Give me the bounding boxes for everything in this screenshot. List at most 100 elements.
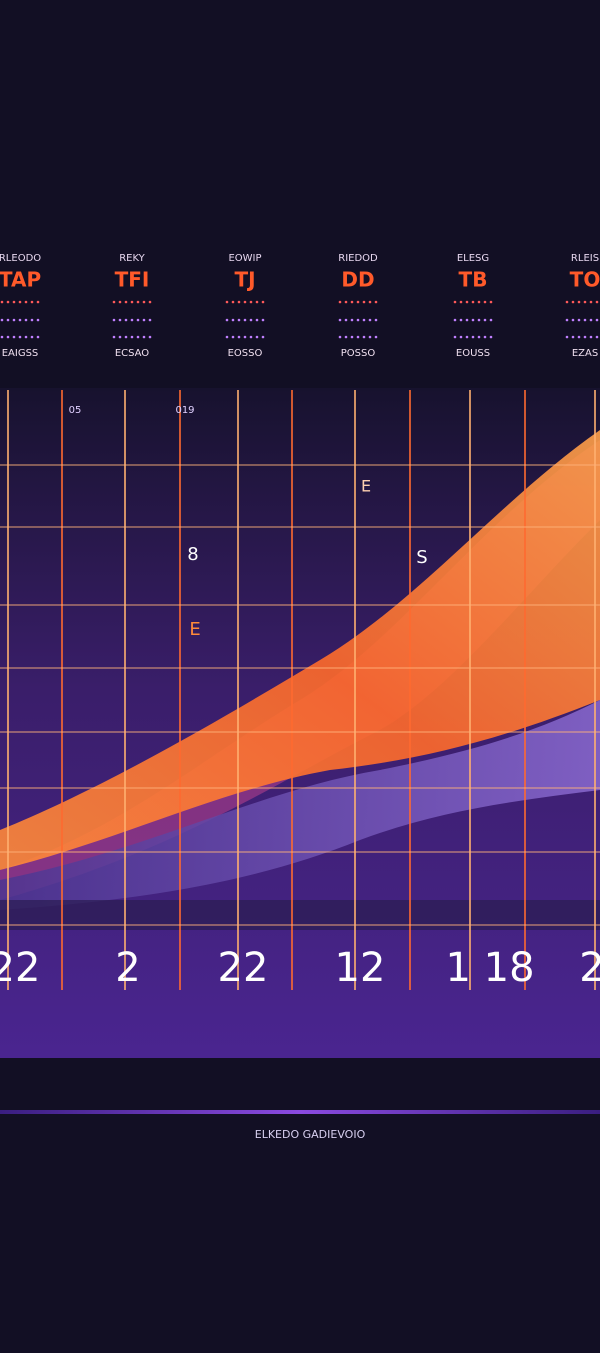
dot [338, 318, 342, 322]
dot [243, 318, 247, 322]
column-label: RLEIS [571, 253, 599, 264]
lavender-wave [0, 700, 600, 910]
dot [136, 318, 140, 322]
dot [18, 300, 22, 304]
dot [589, 318, 593, 322]
dot [112, 335, 116, 339]
dot [124, 318, 128, 322]
dot [459, 335, 463, 339]
dot [362, 335, 366, 339]
axis-label: 2 [115, 945, 140, 991]
dot [338, 300, 342, 304]
dot [12, 318, 16, 322]
dot [243, 335, 247, 339]
dot [356, 318, 360, 322]
dot [465, 335, 469, 339]
dot [350, 335, 354, 339]
dot [565, 318, 569, 322]
dot [261, 318, 265, 322]
column-detail: ECSAO [115, 348, 149, 359]
dot [374, 335, 378, 339]
dot [453, 318, 457, 322]
dot [118, 318, 122, 322]
dot [344, 300, 348, 304]
dot [571, 300, 575, 304]
dot [368, 335, 372, 339]
dot [36, 318, 40, 322]
panel-label: 019 [175, 405, 194, 416]
panel-label: E [361, 477, 371, 496]
axis-label: 1 18 [445, 945, 534, 991]
dot [30, 300, 34, 304]
column-detail: EOUSS [456, 348, 490, 359]
dot [459, 300, 463, 304]
axis-label: 22 [0, 945, 40, 991]
column-value: TFI [115, 268, 150, 292]
dot [148, 300, 152, 304]
dot [18, 318, 22, 322]
dot [225, 300, 229, 304]
dot [118, 300, 122, 304]
dot [350, 300, 354, 304]
column-value: TJ [234, 268, 255, 292]
dot [142, 335, 146, 339]
dot [577, 335, 581, 339]
dot [225, 318, 229, 322]
dot [36, 335, 40, 339]
dot [24, 300, 28, 304]
dot [368, 318, 372, 322]
dot [36, 300, 40, 304]
dot [148, 318, 152, 322]
dot [30, 318, 34, 322]
dot [374, 318, 378, 322]
column-value: DD [341, 268, 374, 292]
dot [571, 318, 575, 322]
footer-caption: ELKEDO GADIEVOIO [255, 1128, 366, 1141]
dot [356, 335, 360, 339]
dot [136, 335, 140, 339]
dot [130, 318, 134, 322]
dot [124, 300, 128, 304]
dot [595, 300, 599, 304]
dot [124, 335, 128, 339]
dot [583, 318, 587, 322]
column-label: REKY [119, 253, 145, 264]
dot [477, 335, 481, 339]
dot [577, 300, 581, 304]
dot [24, 318, 28, 322]
dot [565, 335, 569, 339]
dot [249, 300, 253, 304]
dot [459, 318, 463, 322]
dot [356, 300, 360, 304]
axis-label: 2 [579, 945, 600, 991]
dot [471, 318, 475, 322]
dot [595, 335, 599, 339]
dot [589, 300, 593, 304]
dot [368, 300, 372, 304]
dot [249, 318, 253, 322]
dot [477, 300, 481, 304]
dot [338, 335, 342, 339]
dot [249, 335, 253, 339]
dot [136, 300, 140, 304]
dot [0, 335, 4, 339]
dot [483, 318, 487, 322]
dot [577, 318, 581, 322]
column-label: EOWIP [228, 253, 261, 264]
dot [6, 300, 10, 304]
dot [231, 300, 235, 304]
column-detail: EOSSO [228, 348, 263, 359]
texts: RLEODO TAP EAIGSS REKY TFI ECSAO EOWIP TJ EOSSO R… [0, 253, 600, 1141]
dot [453, 335, 457, 339]
dot [483, 300, 487, 304]
panel-label: 05 [69, 405, 82, 416]
dot [583, 300, 587, 304]
dot [142, 300, 146, 304]
dot [571, 335, 575, 339]
panel-label: S [416, 547, 427, 568]
dot [489, 335, 493, 339]
panel-label: 8 [187, 544, 198, 565]
dot [243, 300, 247, 304]
column-detail: EAIGSS [2, 348, 39, 359]
